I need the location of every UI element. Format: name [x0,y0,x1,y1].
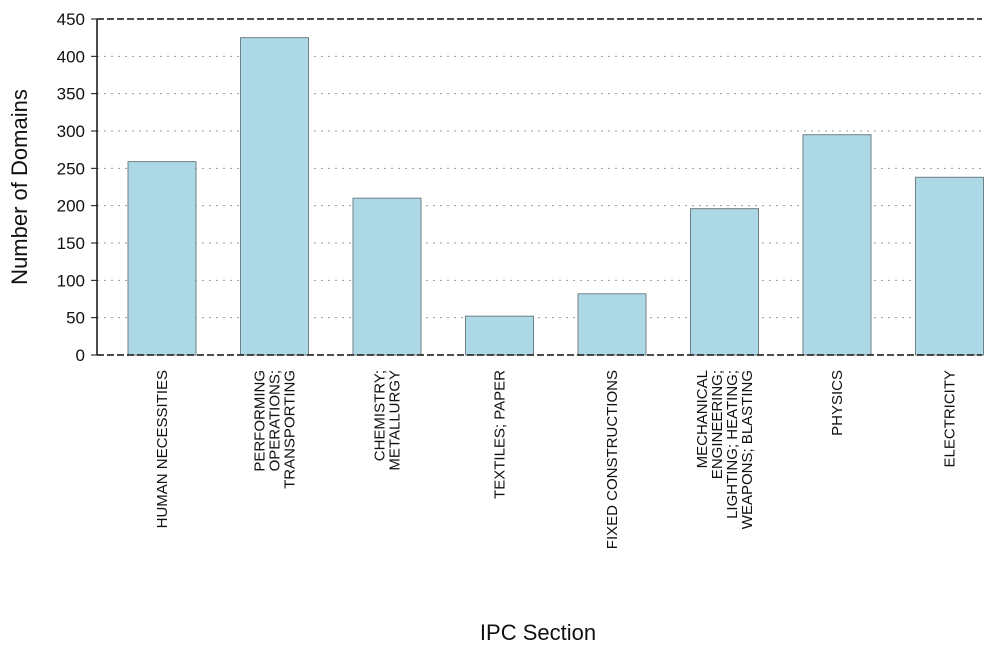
bar-7 [802,134,872,356]
y-tick-label-50: 50 [66,309,85,328]
bar-1 [127,161,197,356]
y-tick-label-200: 200 [57,197,85,216]
x-category-label-7: PHYSICS [829,370,846,436]
x-category-label-5: FIXED CONSTRUCTIONS [604,370,621,549]
x-category-label-line: HUMAN NECESSITIES [154,370,171,528]
x-category-label-line: MECHANICAL [694,370,711,468]
x-category-label-6: MECHANICALENGINEERING;LIGHTING; HEATING;… [694,370,756,529]
x-category-label-line: FIXED CONSTRUCTIONS [604,370,621,549]
bars [127,37,984,356]
x-category-label-line: ELECTRICITY [942,370,959,468]
x-category-label-line: ENGINEERING; [709,370,726,479]
x-category-label-1: HUMAN NECESSITIES [154,370,171,528]
y-tick-label-350: 350 [57,85,85,104]
x-category-label-line: PERFORMING [252,370,269,472]
x-category-label-line: TEXTILES; PAPER [492,370,509,499]
x-category-label-line: OPERATIONS; [267,370,284,471]
y-axis-title: Number of Domains [7,89,32,285]
x-category-label-8: ELECTRICITY [942,370,959,468]
y-tick-label-400: 400 [57,47,85,66]
y-tick-label-0: 0 [76,346,85,365]
x-category-label-line: WEAPONS; BLASTING [739,370,756,529]
x-category-label-2: PERFORMINGOPERATIONS;TRANSPORTING [252,370,299,489]
x-category-label-line: PHYSICS [829,370,846,436]
y-tick-label-300: 300 [57,122,85,141]
x-category-label-3: CHEMISTRY;METALLURGY [372,370,404,471]
x-category-label-line: TRANSPORTING [282,370,299,489]
x-axis-category-labels: HUMAN NECESSITIES PERFORMINGOPERATIONS;TR… [154,370,959,549]
y-tick-label-250: 250 [57,159,85,178]
bar-8 [915,176,984,356]
x-category-label-line: METALLURGY [387,370,404,471]
bar-6 [690,208,759,356]
x-category-label-line: CHEMISTRY; [372,370,389,461]
x-axis-title: IPC Section [480,620,596,645]
x-category-label-4: TEXTILES; PAPER [492,370,509,499]
bar-4 [465,315,534,356]
bar-3 [352,197,422,356]
y-tick-label-150: 150 [57,234,85,253]
bar-2 [240,37,309,356]
y-tick-label-450: 450 [57,10,85,29]
bar-5 [577,293,647,356]
x-category-label-line: LIGHTING; HEATING; [724,370,741,519]
y-axis-ticks: 0 50 100 150 200 250 300 350 400 450 [57,10,97,365]
plot-frame [96,18,982,356]
y-tick-label-100: 100 [57,271,85,290]
